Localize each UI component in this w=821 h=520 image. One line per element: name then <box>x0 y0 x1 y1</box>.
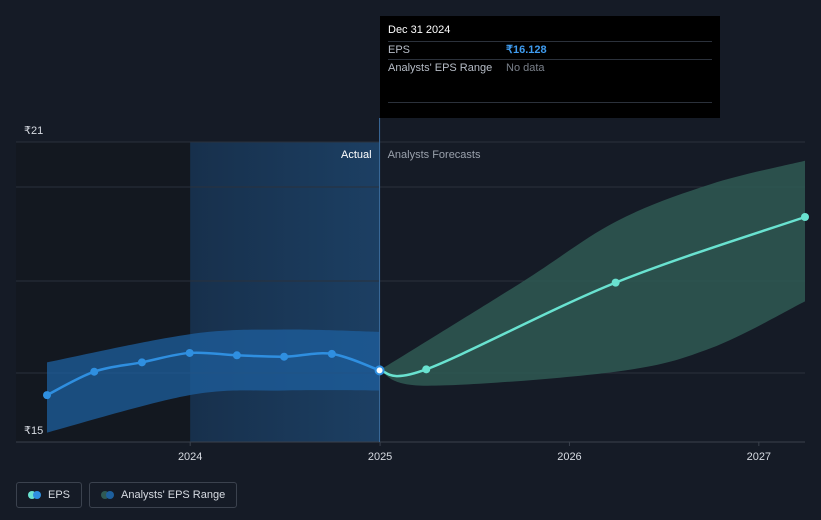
eps-point <box>280 352 289 361</box>
range-band-forecast <box>379 160 805 386</box>
eps-line-forecast <box>379 215 806 378</box>
tooltip-eps-row: EPS ₹16.128 <box>388 41 712 59</box>
highlight-band <box>190 142 380 442</box>
eps-line-actual <box>46 351 380 397</box>
eps-point <box>611 278 620 287</box>
range-swatch-icon <box>101 491 115 499</box>
x-tick-label: 2027 <box>747 451 771 463</box>
chart-legend: EPS Analysts' EPS Range <box>16 482 238 508</box>
tooltip-eps-label: EPS <box>388 44 411 56</box>
tooltip-range-row: Analysts' EPS Range No data <box>388 59 712 77</box>
x-tick-label: 2024 <box>178 451 202 463</box>
tooltip-range-value: No data <box>506 62 545 74</box>
eps-point <box>90 367 99 376</box>
actual-label: Actual <box>341 149 372 161</box>
y-tick-label: ₹15 <box>24 425 43 437</box>
eps-point <box>232 351 241 360</box>
tooltip-divider <box>388 102 712 103</box>
legend-item-eps[interactable]: EPS <box>16 482 83 508</box>
y-tick-label: ₹21 <box>24 125 43 137</box>
eps-point <box>422 365 431 374</box>
x-tick-label: 2025 <box>368 451 392 463</box>
legend-range-label: Analysts' EPS Range <box>121 489 226 501</box>
eps-point <box>43 391 51 400</box>
eps-point <box>137 358 146 367</box>
eps-point <box>185 348 194 357</box>
eps-point <box>801 213 809 221</box>
eps-point <box>327 349 336 358</box>
x-tick-label: 2026 <box>557 451 581 463</box>
chart-tooltip: Dec 31 2024 EPS ₹16.128 Analysts' EPS Ra… <box>380 16 720 118</box>
tooltip-date: Dec 31 2024 <box>388 24 451 36</box>
legend-item-range[interactable]: Analysts' EPS Range <box>89 482 238 508</box>
eps-point-selected <box>374 365 385 376</box>
forecast-label: Analysts Forecasts <box>388 149 481 161</box>
tooltip-eps-value: ₹16.128 <box>506 44 547 56</box>
eps-swatch-icon <box>28 491 41 499</box>
tooltip-range-label: Analysts' EPS Range <box>388 62 493 74</box>
legend-eps-label: EPS <box>48 489 71 501</box>
